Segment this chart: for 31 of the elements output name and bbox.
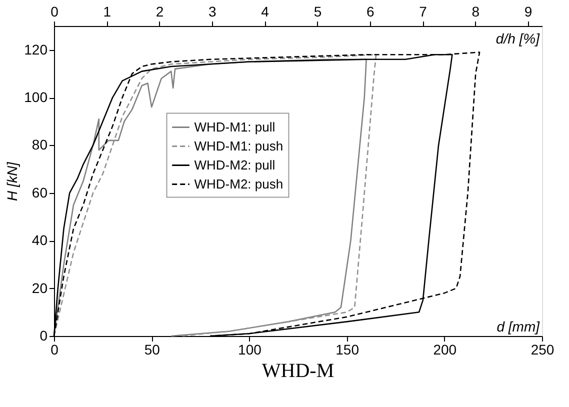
y-tick-label: 60 xyxy=(32,184,48,200)
legend-label: WHD-M2: pull xyxy=(194,157,276,172)
x-tick-label: 0 xyxy=(50,342,59,358)
x-tick-label: 250 xyxy=(530,342,554,358)
x2-tick-label: 7 xyxy=(419,4,428,20)
x-tick-label: 200 xyxy=(433,342,457,358)
legend-label: WHD-M1: pull xyxy=(194,119,276,134)
y-tick-label: 80 xyxy=(32,136,48,153)
y-tick-label: 20 xyxy=(32,280,48,296)
y-tick-label: 100 xyxy=(24,89,48,106)
y-tick-label: 40 xyxy=(32,232,48,248)
x-tick-label: 150 xyxy=(336,342,360,358)
legend-label: WHD-M1: push xyxy=(194,138,284,154)
x2-tick-label: 5 xyxy=(314,4,322,20)
y-tick-label: 120 xyxy=(24,41,48,58)
x2-tick-label: 1 xyxy=(103,4,112,20)
text: WHD-M xyxy=(262,360,334,382)
y-tick-label: 0 xyxy=(40,328,48,344)
x2-tick-label: 6 xyxy=(366,4,374,20)
x2-tick-label: 4 xyxy=(261,4,270,20)
y-axis-title: H [kN] xyxy=(4,160,20,201)
x2-axis-title: d/h [%] xyxy=(496,30,541,46)
x2-tick-label: 0 xyxy=(50,4,59,20)
x2-tick-label: 9 xyxy=(524,4,532,20)
x2-tick-label: 3 xyxy=(208,4,217,20)
x-tick-label: 50 xyxy=(144,342,160,358)
x-axis-title: d [mm] xyxy=(496,318,541,334)
x2-tick-label: 2 xyxy=(156,4,164,20)
legend-label: WHD-M2: push xyxy=(194,176,284,192)
x-tick-label: 100 xyxy=(238,342,262,358)
x2-tick-label: 8 xyxy=(472,4,480,20)
